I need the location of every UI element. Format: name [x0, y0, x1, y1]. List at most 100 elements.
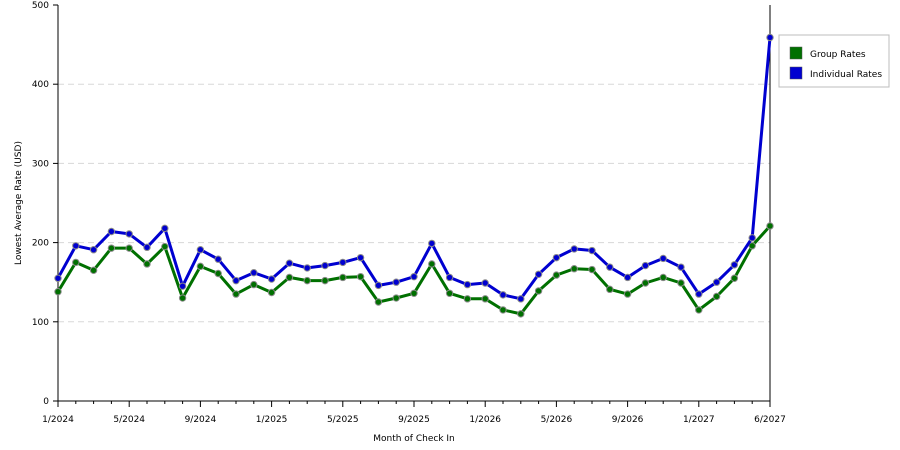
data-point — [267, 288, 276, 297]
data-point — [641, 261, 650, 270]
data-point — [143, 243, 151, 252]
data-point — [321, 276, 329, 285]
data-point — [285, 259, 294, 267]
data-point — [125, 244, 133, 252]
data-point — [339, 273, 347, 282]
data-point — [161, 224, 169, 233]
data-point — [214, 269, 222, 278]
data-point — [161, 242, 169, 251]
data-point — [677, 279, 685, 287]
data-point — [695, 306, 703, 314]
data-point — [481, 279, 489, 287]
x-tick-label: 1/2024 — [42, 415, 74, 425]
data-point — [232, 290, 240, 298]
data-point — [428, 239, 436, 248]
data-point — [463, 280, 472, 289]
data-point — [445, 289, 454, 297]
data-point — [54, 288, 62, 296]
x-tick-label: 9/2026 — [612, 415, 644, 425]
series-layer — [54, 33, 774, 318]
data-point — [677, 263, 685, 271]
legend-entry: Individual Rates — [810, 70, 882, 80]
data-point — [54, 274, 62, 282]
x-tick-label: 1/2027 — [683, 415, 715, 425]
data-point — [712, 292, 721, 301]
data-point — [250, 280, 258, 289]
series-group-rates — [54, 222, 774, 318]
data-point — [517, 295, 525, 303]
data-point — [196, 246, 205, 254]
axes — [57, 5, 771, 402]
x-tick-label: 9/2025 — [398, 415, 430, 425]
series-line — [56, 224, 772, 316]
data-point — [588, 246, 596, 255]
data-point — [517, 310, 525, 318]
data-point — [623, 273, 632, 282]
data-point — [463, 295, 472, 303]
y-tick-label: 500 — [32, 1, 49, 11]
data-point — [606, 263, 614, 271]
y-axis-ticks: 0 100 200 300 400 500 — [32, 1, 58, 407]
legend-entry: Group Rates — [810, 50, 866, 60]
x-axis-ticks: 1/2024 5/2024 9/2024 1/2025 5/2025 9/2025 1/20… — [42, 401, 786, 425]
legend-swatch — [789, 66, 803, 80]
data-point — [285, 273, 294, 282]
y-tick-label: 300 — [32, 159, 49, 169]
data-point — [374, 281, 383, 290]
data-point — [481, 295, 489, 303]
data-point — [196, 262, 205, 271]
data-point — [695, 290, 703, 298]
data-point — [410, 272, 418, 281]
data-point — [392, 278, 400, 286]
data-point — [72, 258, 80, 267]
data-point — [125, 230, 133, 238]
y-tick-label: 0 — [43, 397, 49, 407]
data-point — [623, 290, 632, 298]
x-tick-label: 5/2025 — [327, 415, 359, 425]
data-point — [410, 289, 418, 297]
y-axis-label: Lowest Average Rate (USD) — [14, 141, 24, 265]
legend: Group Rates Individual Rates — [778, 34, 890, 88]
data-point — [178, 294, 187, 302]
data-point — [552, 271, 561, 279]
x-tick-label: 9/2024 — [185, 415, 217, 425]
data-point — [267, 275, 276, 283]
y-tick-label: 100 — [32, 318, 49, 328]
data-point — [570, 245, 578, 253]
data-point — [766, 222, 774, 230]
data-point — [445, 273, 454, 282]
x-tick-label: 1/2026 — [469, 415, 501, 425]
data-point — [107, 244, 116, 252]
data-point — [356, 253, 365, 262]
y-tick-label: 400 — [32, 80, 49, 90]
series-individual-rates — [54, 33, 774, 303]
data-point — [534, 287, 543, 295]
data-point — [232, 276, 240, 285]
data-point — [499, 291, 507, 299]
data-point — [552, 253, 561, 262]
data-point — [107, 227, 116, 236]
data-point — [250, 268, 258, 277]
y-tick-label: 200 — [32, 239, 49, 249]
data-point — [339, 258, 347, 267]
data-point — [143, 260, 151, 268]
data-point — [303, 264, 311, 272]
data-point — [499, 306, 507, 314]
x-tick-label: 5/2024 — [113, 415, 145, 425]
gridlines — [58, 83, 770, 323]
x-tick-label: 6/2027 — [754, 415, 786, 425]
data-point — [428, 260, 436, 268]
legend-swatch — [789, 46, 803, 60]
data-point — [303, 276, 311, 285]
data-point — [730, 261, 739, 269]
data-point — [570, 265, 578, 273]
data-point — [588, 265, 596, 274]
x-tick-label: 5/2026 — [541, 415, 573, 425]
data-point — [712, 278, 721, 286]
data-point — [374, 298, 383, 306]
data-point — [392, 294, 400, 302]
data-point — [72, 242, 80, 250]
data-point — [534, 270, 543, 278]
data-point — [356, 272, 365, 281]
